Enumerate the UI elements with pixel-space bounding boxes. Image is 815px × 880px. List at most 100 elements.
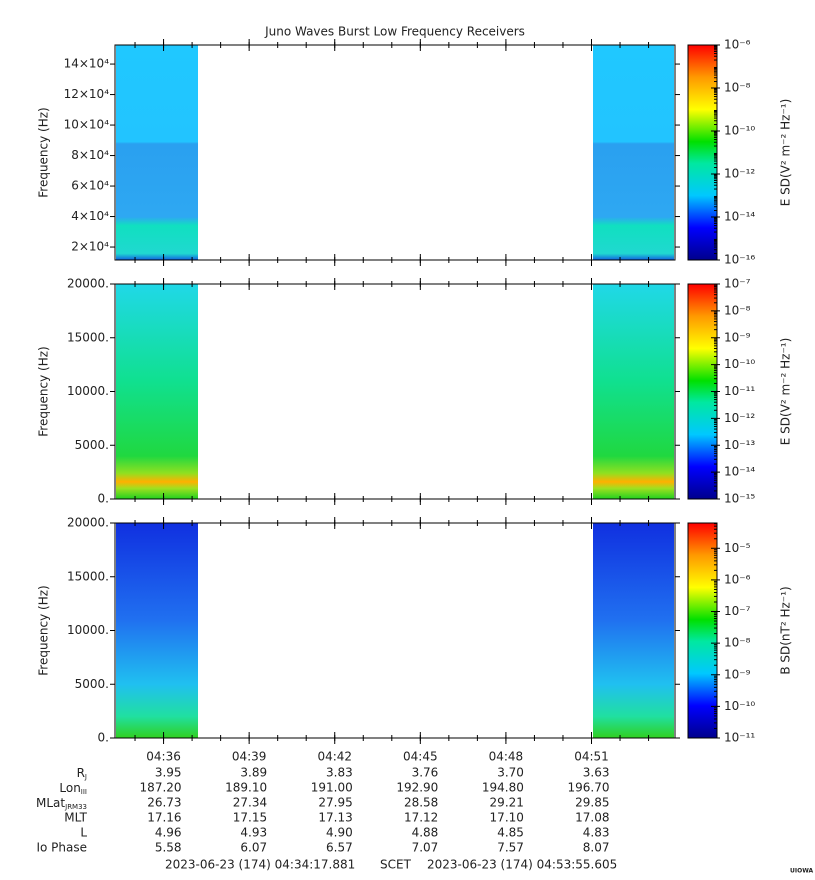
row-value: 17.13: [318, 811, 352, 825]
row-label: RJ: [77, 766, 87, 782]
y-axis-label: Frequency (Hz): [37, 585, 51, 676]
row-value: 187.20: [140, 781, 182, 795]
y-tick-label: 12×10⁴: [64, 87, 110, 101]
spectrogram-segment: [593, 284, 674, 499]
row-label-main: Lon: [59, 781, 80, 795]
colorbar-tick-label: 10⁻⁸: [724, 636, 751, 650]
row-value: 6.07: [240, 841, 267, 855]
row-value: 4.83: [583, 826, 610, 840]
y-tick-label: 10000.: [67, 384, 109, 398]
row-value: 17.16: [147, 811, 181, 825]
row-value: 29.85: [575, 796, 609, 810]
row-value: 6.57: [326, 841, 353, 855]
y-tick-label: 10000.: [67, 623, 109, 637]
y-tick-label: 20000.: [67, 277, 109, 291]
row-value: 27.95: [318, 796, 352, 810]
colorbar-tick-label: 10⁻⁶: [724, 572, 751, 586]
x-tick-label: 04:48: [489, 750, 524, 764]
row-label: Io Phase: [36, 841, 87, 855]
spectrogram-segment: [116, 523, 198, 738]
colorbar-tick-label: 10⁻⁶: [724, 38, 751, 52]
y-tick-label: 15000.: [67, 330, 109, 344]
row-label-main: R: [77, 766, 85, 780]
plot-frame: [114, 283, 676, 500]
colorbar-tick-label: 10⁻⁵: [724, 541, 751, 555]
x-tick-label: 04:45: [403, 750, 438, 764]
colorbar-tick-label: 10⁻¹¹: [724, 731, 755, 745]
y-tick-label: 4×10⁴: [71, 209, 109, 223]
footer-credit: UIOWA 20231201: [790, 868, 815, 875]
colorbar-tick-label: 10⁻⁹: [724, 667, 751, 681]
y-axis-label: Frequency (Hz): [37, 107, 51, 198]
x-tick-label: 04:39: [232, 750, 267, 764]
colorbar-tick-label: 10⁻¹³: [724, 438, 755, 452]
row-value: 4.88: [412, 826, 439, 840]
colorbar-tick-label: 10⁻¹⁰: [724, 124, 755, 138]
row-label-sub: J: [84, 773, 87, 781]
row-value: 5.58: [155, 841, 182, 855]
colorbar-label: B SD(nT² Hz⁻¹): [779, 586, 793, 674]
row-value: 3.76: [412, 766, 439, 780]
x-tick-label: 04:51: [574, 750, 609, 764]
row-value: 3.70: [497, 766, 524, 780]
row-label-sub: III: [81, 788, 87, 796]
y-tick-label: 10×10⁴: [64, 118, 110, 132]
y-tick-label: 15000.: [67, 569, 109, 583]
colorbar-label: E SD(V² m⁻² Hz⁻¹): [779, 99, 793, 207]
row-value: 194.80: [482, 781, 524, 795]
spectrogram-segment: [116, 45, 198, 260]
row-value: 192.90: [396, 781, 438, 795]
colorbar-tick-label: 10⁻⁹: [724, 330, 751, 344]
spectrogram-segment: [593, 45, 674, 260]
y-tick-label: 20000.: [67, 516, 109, 530]
row-label-main: MLat: [36, 796, 65, 810]
footer-end: 2023-06-23 (174) 04:53:55.605: [427, 858, 617, 872]
row-label: MLT: [64, 811, 87, 825]
y-tick-label: 8×10⁴: [71, 148, 109, 162]
plot-frame: [114, 44, 676, 261]
row-label: L: [80, 826, 87, 840]
colorbar-tick-label: 10⁻⁸: [724, 303, 751, 317]
colorbar-tick-label: 10⁻¹⁵: [724, 492, 755, 506]
row-value: 189.10: [225, 781, 267, 795]
colorbar-tick-label: 10⁻¹¹: [724, 384, 755, 398]
row-value: 17.12: [404, 811, 438, 825]
row-value: 29.21: [490, 796, 524, 810]
row-value: 28.58: [404, 796, 438, 810]
row-value: 17.08: [575, 811, 609, 825]
row-value: 4.93: [240, 826, 267, 840]
row-value: 196.70: [568, 781, 610, 795]
y-tick-label: 5000.: [75, 438, 109, 452]
colorbar-tick-label: 10⁻¹⁶: [724, 253, 755, 267]
spectrogram-segment: [116, 284, 198, 499]
row-value: 27.34: [233, 796, 267, 810]
colorbar: [687, 44, 718, 261]
row-value: 17.15: [233, 811, 267, 825]
x-tick-label: 04:36: [146, 750, 181, 764]
row-value: 3.63: [583, 766, 610, 780]
colorbar-tick-label: 10⁻¹⁴: [724, 210, 755, 224]
row-value: 7.07: [412, 841, 439, 855]
colorbar-tick-label: 10⁻¹²: [724, 411, 755, 425]
colorbar-tick-label: 10⁻⁷: [724, 604, 751, 618]
colorbar-tick-label: 10⁻¹⁰: [724, 699, 755, 713]
colorbar-tick-label: 10⁻⁷: [724, 277, 751, 291]
row-value: 3.83: [326, 766, 353, 780]
row-value: 7.57: [497, 841, 524, 855]
row-value: 17.10: [490, 811, 524, 825]
colorbar-tick-label: 10⁻¹²: [724, 167, 755, 181]
colorbar: [687, 522, 718, 739]
y-tick-label: 2×10⁴: [71, 240, 109, 254]
y-tick-label: 5000.: [75, 677, 109, 691]
row-value: 3.89: [240, 766, 267, 780]
plot-frame: [114, 522, 676, 739]
row-label: LonIII: [59, 781, 87, 797]
row-value: 3.95: [155, 766, 182, 780]
spectrogram-segment: [593, 523, 674, 738]
colorbar-label: E SD(V² m⁻² Hz⁻¹): [779, 338, 793, 446]
y-axis-label: Frequency (Hz): [37, 346, 51, 437]
row-label-sub: JRM33: [64, 803, 87, 811]
row-value: 4.90: [326, 826, 353, 840]
y-tick-label: 0.: [98, 492, 109, 506]
